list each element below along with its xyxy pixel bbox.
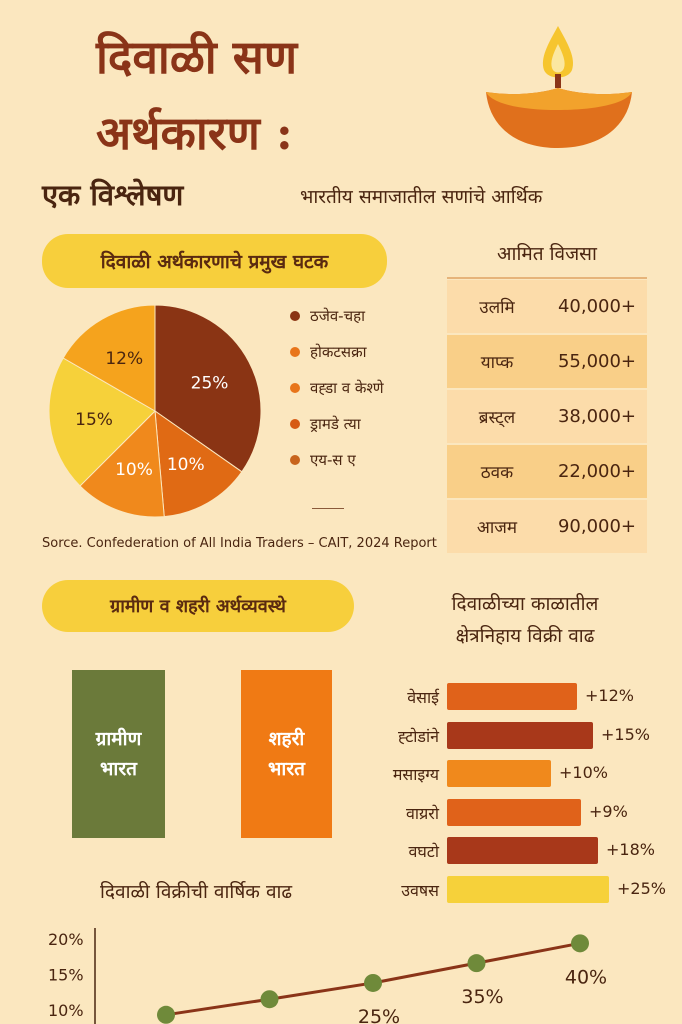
title-line-2: अर्थकारण : [96, 106, 293, 160]
sector-heading: दिवाळीच्या काळातील क्षेत्रनिहाय विक्री व… [410, 588, 640, 652]
y-tick-label: 10% [48, 1001, 84, 1020]
tagline: भारतीय समाजातील सणांचे आर्थिक [300, 186, 543, 208]
legend-label: होकटसक्रा [310, 343, 367, 361]
sector-bar [447, 760, 551, 787]
line-point-label: 40% [565, 966, 607, 988]
sector-heading-line-2: क्षेत्रनिहाय विक्री वाढ [455, 625, 595, 647]
table-row: याप्क 55,000+ [447, 335, 647, 388]
table-cell-value: 40,000+ [557, 296, 637, 317]
sector-bar-label: वाय्ररो [405, 803, 439, 823]
line-point [364, 973, 382, 992]
sector-bar [447, 837, 598, 864]
legend-label: एय-स ए [310, 451, 356, 469]
table-title: आमित विजसा [497, 243, 597, 265]
pie-slice [154, 304, 262, 473]
table-cell-label: ब्रस्ट्ल [478, 408, 516, 428]
sector-bar-value: +10% [559, 763, 608, 782]
line-point [467, 954, 486, 973]
urban-india-block: शहरी भारत [241, 670, 332, 838]
rural-urban-heading: ग्रामीण व शहरी अर्थव्यवस्थे [42, 580, 354, 632]
urban-line-1: शहरी [268, 728, 305, 750]
sector-bar-label: ह्टोडांने [397, 726, 439, 746]
table-cell-value: 90,000+ [557, 516, 637, 537]
pie-slice-label: 10% [115, 460, 153, 480]
sector-bar [447, 875, 609, 903]
pie-slice [48, 357, 156, 487]
table-row: आजम 90,000+ [447, 500, 647, 553]
pie-slice [154, 409, 243, 518]
line-point [260, 990, 279, 1009]
pie-slice-label: 10% [167, 455, 205, 475]
sector-bar-value: +18% [606, 840, 655, 859]
legend-dot [290, 383, 300, 393]
sector-bar [447, 683, 577, 710]
sector-bar-label: वेसाई [407, 688, 439, 707]
sector-bar [447, 798, 581, 826]
legend-item: वह्डा व केश्णे [290, 370, 384, 406]
pie-section-heading: दिवाळी अर्थकारणाचे प्रमुख घटक [42, 234, 387, 288]
pie-slice [62, 304, 156, 412]
sector-bar-value: +25% [617, 878, 666, 898]
diya-lamp-icon [486, 26, 632, 148]
pie-legend: ठजेव-चहा होकटसक्रा वह्डा व केश्णे ड्रामड… [290, 298, 384, 478]
rural-line-2: भारत [100, 758, 137, 780]
legend-dot [290, 419, 300, 429]
title-line-1: दिवाळी सण [96, 30, 298, 84]
table-cell-label: आजम [476, 518, 518, 538]
table-cell-label: याप्क [480, 353, 514, 373]
sector-bar-label: मसाइग्य [392, 765, 439, 784]
line-point-label: 25% [358, 1006, 400, 1024]
legend-dot [290, 347, 300, 357]
line-chart: 20% 15% 10% 25% 35% 40% [48, 928, 607, 1024]
pie-slice-label: 12% [105, 349, 143, 369]
sector-bar-label: उवषस [401, 880, 439, 900]
y-tick-label: 20% [48, 930, 84, 949]
legend-item: एय-स ए [290, 442, 384, 478]
legend-dot [290, 455, 300, 465]
legend-item: होकटसक्रा [290, 334, 384, 370]
subtitle: एक विश्लेषण [42, 178, 184, 212]
legend-label: वह्डा व केश्णे [310, 379, 384, 397]
table-cell-value: 55,000+ [557, 351, 637, 372]
sector-heading-line-1: दिवाळीच्या काळातील [451, 593, 599, 615]
legend-item: ड्रामडे त्या [290, 406, 384, 442]
pie-slice [79, 409, 165, 518]
table-row: ब्रस्ट्ल 38,000+ [447, 390, 647, 443]
sector-bar-value: +9% [589, 801, 628, 821]
sector-bar-label: वघटो [408, 842, 439, 861]
line-point-label: 35% [461, 986, 503, 1008]
legend-dot [290, 311, 300, 321]
pie-slice-label: 15% [75, 410, 113, 430]
line-chart-heading: दिवाळी विक्रीची वार्षिक वाढ [100, 881, 293, 903]
legend-label: ड्रामडे त्या [310, 415, 361, 433]
table-cell-label: उलमि [479, 298, 515, 318]
pie-slice-label: 25% [191, 374, 229, 394]
table-cell-label: ठवक [480, 463, 514, 483]
table-row: उलमि 40,000+ [447, 280, 647, 333]
rural-line-1: ग्रामीण [95, 728, 142, 750]
rural-india-block: ग्रामीण भारत [72, 670, 165, 838]
sector-bar-value: +15% [601, 724, 650, 744]
legend-item: ठजेव-चहा [290, 298, 384, 334]
sector-bar [447, 721, 593, 749]
table-row: ठवक 22,000+ [447, 445, 647, 498]
pie-chart: 25% 10% 10% 15% 12% [48, 304, 262, 518]
urban-line-2: भारत [268, 758, 305, 780]
sector-bar-value: +12% [585, 686, 634, 705]
table-cell-value: 38,000+ [557, 406, 637, 427]
source-note: Sorce. Confederation of All India Trader… [42, 536, 437, 551]
y-tick-label: 15% [48, 965, 84, 984]
line-point [157, 1005, 175, 1024]
table-top-rule [447, 277, 647, 279]
legend-label: ठजेव-चहा [310, 307, 365, 325]
legend-divider [312, 508, 344, 509]
table-cell-value: 22,000+ [557, 461, 637, 482]
line-point [571, 934, 589, 953]
